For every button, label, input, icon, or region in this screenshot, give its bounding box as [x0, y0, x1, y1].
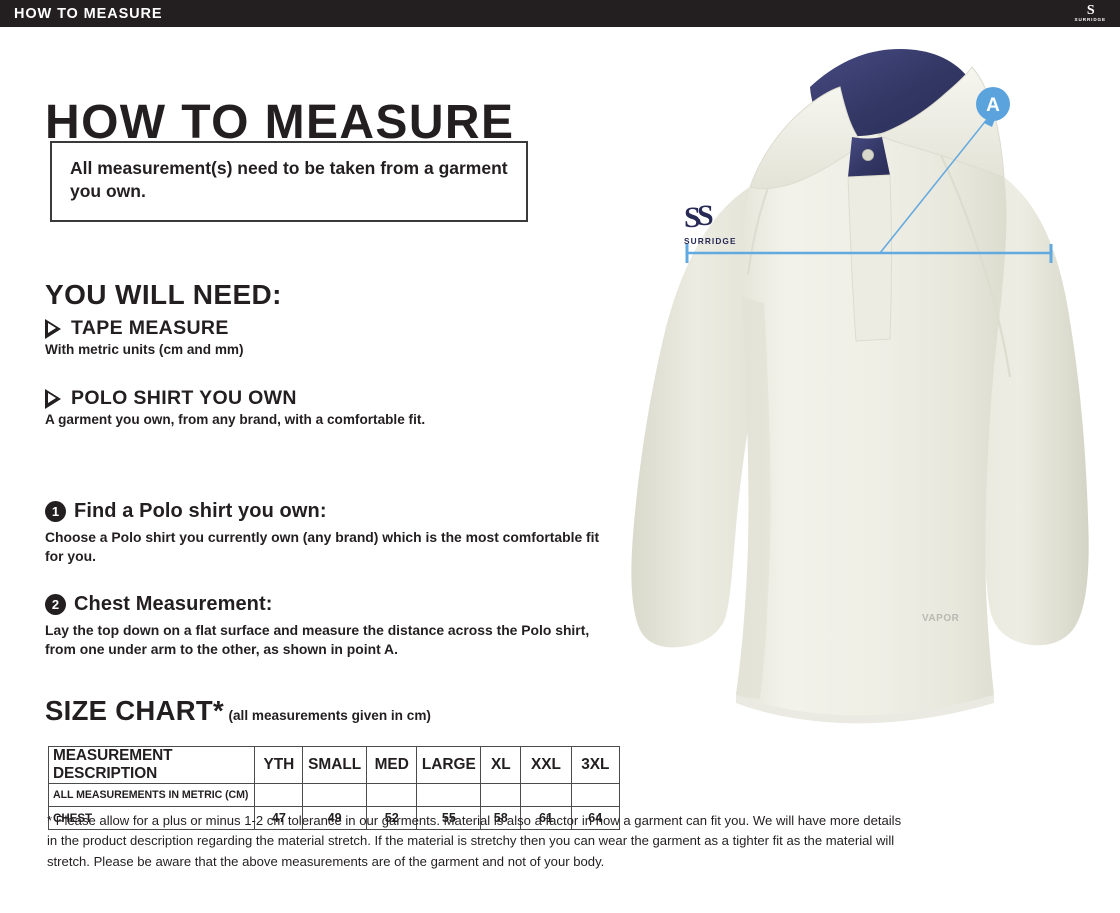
table-row-label: ALL MEASUREMENTS IN METRIC (CM)	[47, 783, 256, 807]
table-cell	[520, 783, 572, 807]
shirt-hem-shadow	[736, 695, 994, 724]
table-column-header-yth: YTH	[254, 746, 304, 784]
size-chart-heading: SIZE CHART* (all measurements given in c…	[45, 695, 431, 727]
shirt-left-sleeve	[631, 187, 776, 648]
table-column-header-med: MED	[365, 746, 418, 784]
shirt-collar-left	[749, 86, 863, 190]
step-item-2: 2 Chest Measurement: Lay the top down on…	[45, 593, 605, 659]
table-cell: 61	[520, 806, 572, 830]
table-header-row: MEASUREMENT DESCRIPTION YTH SMALL MED LA…	[47, 746, 621, 784]
size-chart-heading-note: (all measurements given in cm)	[228, 708, 431, 723]
table-column-header-xxl: XXL	[520, 746, 572, 784]
shirt-placket	[847, 174, 892, 342]
header-title: HOW TO MEASURE	[14, 5, 163, 22]
step-title: Find a Polo shirt you own:	[74, 500, 327, 522]
need-item-sublabel: With metric units (cm and mm)	[45, 342, 244, 357]
measurement-point-marker-a[interactable]: A	[976, 87, 1010, 127]
table-cell	[480, 783, 522, 807]
step-body: Choose a Polo shirt you currently own (a…	[45, 529, 600, 565]
table-column-header-xl: XL	[480, 746, 522, 784]
table-row: CHEST 47 49 52 55 58 61 64	[47, 806, 621, 830]
table-row: ALL MEASUREMENTS IN METRIC (CM)	[47, 783, 621, 807]
step-number-badge: 2	[45, 594, 66, 615]
table-cell	[416, 783, 482, 807]
table-column-header-small: SMALL	[302, 746, 367, 784]
tolerance-footnote: * Please allow for a plus or minus 1-2 c…	[47, 813, 902, 869]
you-will-need-heading: YOU WILL NEED:	[45, 279, 282, 311]
marker-circle	[976, 87, 1010, 121]
table-column-header-description: MEASUREMENT DESCRIPTION	[47, 746, 256, 784]
shirt-inner-collar-navy	[810, 49, 966, 137]
triangle-bullet-icon	[45, 388, 62, 409]
shirt-chest-logo-mark: S	[684, 201, 700, 234]
shirt-body	[736, 131, 1007, 716]
table-cell: 64	[570, 806, 621, 830]
table-cell	[254, 783, 304, 807]
shirt-chest-logo-mark-2: S	[697, 199, 713, 232]
page-title: HOW TO MEASURE	[45, 96, 515, 150]
chest-measurement-annotation	[685, 117, 1053, 263]
table-row-label: CHEST	[47, 806, 256, 830]
step-title: Chest Measurement:	[74, 593, 273, 615]
size-chart-table: MEASUREMENT DESCRIPTION YTH SMALL MED LA…	[47, 746, 621, 830]
app-header-bar: HOW TO MEASURE S SURRIDGE	[0, 0, 1120, 27]
table-column-header-3xl: 3XL	[570, 746, 621, 784]
need-item-label: POLO SHIRT YOU OWN	[71, 387, 297, 409]
table-cell: 55	[416, 806, 482, 830]
surridge-logo: S SURRIDGE	[1075, 4, 1120, 23]
table-cell	[365, 783, 418, 807]
shirt-sleeve-brand-text: VAPOR	[922, 613, 960, 624]
triangle-bullet-icon	[45, 318, 62, 339]
table-cell	[302, 783, 367, 807]
size-chart-heading-main: SIZE CHART*	[45, 695, 225, 726]
step-number-badge: 1	[45, 501, 66, 522]
shirt-side-shadow-left	[736, 297, 771, 699]
need-item-label: TAPE MEASURE	[71, 317, 229, 339]
product-image-region: S S SURRIDGE VAPOR A	[600, 27, 1120, 827]
table-cell: 52	[365, 806, 418, 830]
table-cell: 58	[480, 806, 522, 830]
table-cell: 49	[302, 806, 367, 830]
polo-shirt-illustration: S S SURRIDGE VAPOR A	[631, 49, 1089, 724]
need-item-polo-shirt: POLO SHIRT YOU OWN A garment you own, fr…	[45, 387, 425, 427]
chest-measure-leader-line	[879, 117, 989, 254]
shirt-chest-logo-word: SURRIDGE	[684, 236, 737, 246]
shirt-placket-button	[861, 149, 874, 162]
table-cell: 47	[254, 806, 304, 830]
marker-label: A	[986, 95, 1000, 116]
table-column-header-large: LARGE	[416, 746, 482, 784]
shirt-chest-logo: S S SURRIDGE	[684, 199, 737, 246]
shirt-raglan-seam-right	[935, 144, 1012, 378]
need-item-sublabel: A garment you own, from any brand, with …	[45, 412, 426, 427]
measurement-notice-text: All measurement(s) need to be taken from…	[70, 158, 508, 202]
step-item-1: 1 Find a Polo shirt you own: Choose a Po…	[45, 500, 605, 566]
surridge-logo-wordmark: SURRIDGE	[1074, 17, 1106, 22]
measurement-notice-box: All measurement(s) need to be taken from…	[50, 141, 528, 222]
surridge-logo-mark: S	[1086, 3, 1095, 18]
need-item-tape-measure: TAPE MEASURE With metric units (cm and m…	[45, 317, 244, 357]
step-body: Lay the top down on a flat surface and m…	[45, 622, 590, 658]
